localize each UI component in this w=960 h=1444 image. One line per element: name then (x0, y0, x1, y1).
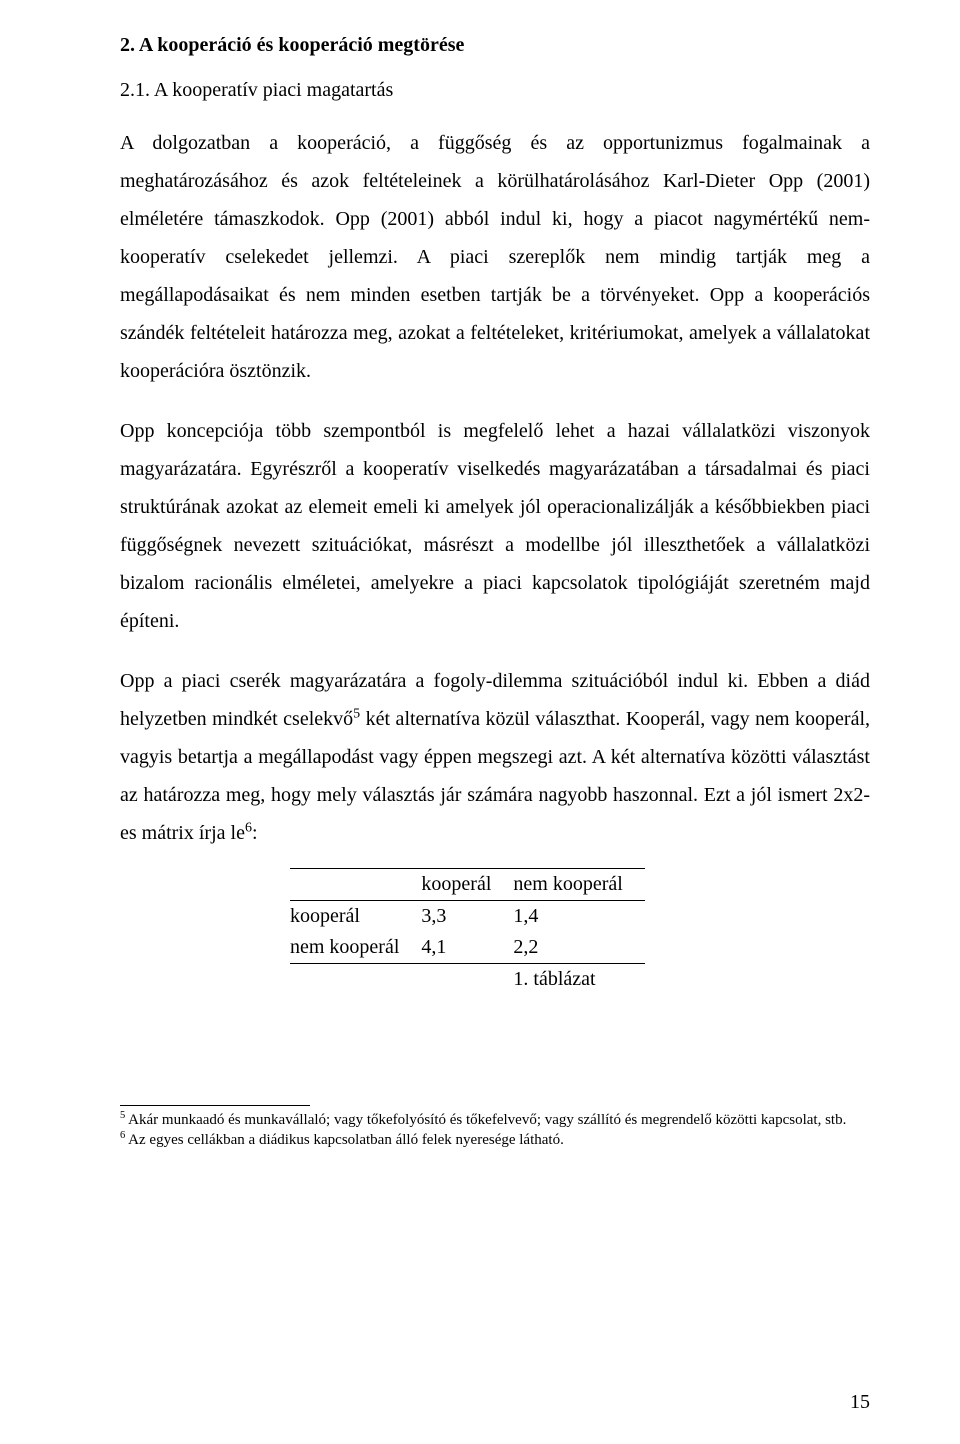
footnote-rule (120, 1105, 310, 1106)
table-row: kooperál 3,3 1,4 (290, 901, 645, 933)
table-cell: 2,2 (513, 932, 644, 964)
subsection-heading: 2.1. A kooperatív piaci magatartás (120, 79, 870, 102)
footnote-5-text: Akár munkaadó és munkavállaló; vagy tőke… (125, 1112, 846, 1128)
table-row: nem kooperál 4,1 2,2 (290, 932, 645, 964)
table-cell: 3,3 (421, 901, 513, 933)
footnotes-block: 5 Akár munkaadó és munkavállaló; vagy tő… (120, 1105, 870, 1151)
payoff-table: kooperál nem kooperál kooperál 3,3 1,4 n… (290, 868, 645, 995)
footnote-5: 5 Akár munkaadó és munkavállaló; vagy tő… (120, 1110, 870, 1130)
payoff-table-wrap: kooperál nem kooperál kooperál 3,3 1,4 n… (290, 868, 870, 995)
table-row-label: nem kooperál (290, 932, 421, 964)
table-header-coop: kooperál (421, 869, 513, 901)
paragraph-2: Opp koncepciója több szempontból is megf… (120, 412, 870, 640)
table-cell: 1,4 (513, 901, 644, 933)
footnote-6-text: Az egyes cellákban a diádikus kapcsolatb… (125, 1132, 564, 1148)
table-cell: 4,1 (421, 932, 513, 964)
table-header-blank (290, 869, 421, 901)
paragraph-3: Opp a piaci cserék magyarázatára a fogol… (120, 662, 870, 852)
paragraph-3-part-c: : (252, 822, 258, 844)
table-header-noncoop: nem kooperál (513, 869, 644, 901)
page-number: 15 (850, 1391, 870, 1414)
footnote-6: 6 Az egyes cellákban a diádikus kapcsola… (120, 1130, 870, 1150)
table-caption: 1. táblázat (513, 964, 644, 996)
table-row-label: kooperál (290, 901, 421, 933)
section-heading: 2. A kooperáció és kooperáció megtörése (120, 34, 870, 57)
paragraph-1: A dolgozatban a kooperáció, a függőség é… (120, 124, 870, 390)
footnote-ref-6: 6 (245, 820, 252, 835)
table-header-row: kooperál nem kooperál (290, 869, 645, 901)
document-page: 2. A kooperáció és kooperáció megtörése … (0, 0, 960, 1444)
table-caption-row: 1. táblázat (290, 964, 645, 996)
